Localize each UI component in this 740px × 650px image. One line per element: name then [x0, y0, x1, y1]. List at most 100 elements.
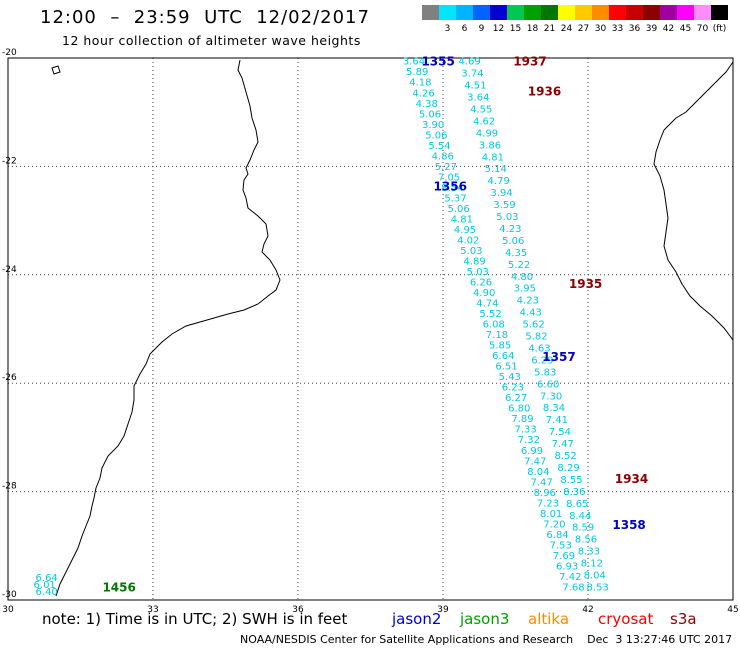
mission-altika: altika: [528, 610, 570, 628]
coastal-values: 6.646.016.40: [34, 573, 58, 598]
track-a-value: 7.23: [537, 498, 559, 509]
track-a-value: 4.86: [432, 151, 454, 162]
track-a-value: 7.33: [515, 425, 537, 436]
pass-time-label: 1456: [102, 580, 135, 594]
track-a-value: 8.96: [534, 488, 556, 499]
pass-time-label: 1937: [513, 55, 546, 69]
track-b-value: 5.14: [485, 164, 507, 175]
track-b-value: 5.83: [534, 367, 556, 378]
track-a-value: 5.06: [425, 130, 447, 141]
track-b-value: 8.34: [543, 403, 565, 414]
legend-swatch: [456, 5, 473, 20]
legend-swatch: [694, 5, 711, 20]
track-a-value: 7.42: [559, 572, 581, 583]
legend-label: 18: [526, 24, 539, 34]
track-b-value: 5.03: [496, 212, 518, 223]
track-a-value: 8.54: [441, 183, 463, 194]
track-b-value: 4.43: [520, 308, 542, 319]
track-b-value: 4.23: [499, 224, 521, 235]
track-b-value: 8.12: [581, 559, 603, 570]
lat-tick-label: -22: [2, 156, 17, 166]
track-a-value: 5.89: [406, 67, 428, 78]
track-a-value: 8.04: [527, 467, 549, 478]
pass-time-label: 1357: [542, 350, 575, 364]
legend-label: 39: [645, 24, 658, 34]
track-b-value: 4.35: [505, 248, 527, 259]
track-b-value: 4.99: [476, 128, 498, 139]
mission-cryosat: cryosat: [598, 610, 654, 628]
legend-label: 12: [492, 24, 505, 34]
axis-tick-labels: 30 33 36 39 42 45 -20 -22 -24 -26 -28 -30: [2, 48, 739, 615]
legend-label: 70: [696, 24, 709, 34]
legend-swatch: [626, 5, 643, 20]
lon-tick-label: 30: [2, 605, 14, 615]
track-a-value: 5.43: [499, 372, 521, 383]
track-b-value: 7.47: [552, 439, 574, 450]
lat-tick-label: -30: [2, 590, 17, 600]
track-a-value: 6.84: [546, 530, 568, 541]
legend-label: 6: [461, 24, 468, 34]
coastlines: [51, 59, 734, 597]
track-a-value: 6.23: [502, 383, 524, 394]
legend-label: 9: [478, 24, 485, 34]
track-b-value: 4.23: [517, 296, 539, 307]
track-a-value: 7.18: [486, 330, 508, 341]
coastal-value: 6.40: [36, 587, 58, 598]
legend-label: 33: [611, 24, 624, 34]
track-a-value: 5.03: [460, 246, 482, 257]
track-a-value: 7.89: [511, 414, 533, 425]
legend-swatch: [541, 5, 558, 20]
track-a-value: 4.74: [476, 299, 498, 310]
pass-time-label: 1936: [528, 85, 561, 99]
legend-swatch: [507, 5, 524, 20]
footer-note: note: 1) Time is in UTC; 2) SWH is in fe…: [42, 610, 348, 628]
track-a-value: 6.26: [470, 278, 492, 289]
track-a-value: 7.20: [543, 519, 565, 530]
track-a-value: 3.90: [422, 120, 444, 131]
legend-swatch: [524, 5, 541, 20]
track-a-value: 4.89: [463, 256, 485, 267]
legend-label: (ft): [712, 24, 727, 34]
lat-lon-grid: [8, 58, 733, 600]
coastal-value: 6.64: [36, 573, 58, 584]
lon-tick-label: 39: [437, 605, 449, 615]
track-b-value: 3.95: [514, 284, 536, 295]
chart-subtitle: 12 hour collection of altimeter wave hei…: [62, 33, 361, 48]
track-b-value: 7.41: [546, 415, 568, 426]
mission-jason3: jason3: [460, 610, 510, 628]
track-b-value: 8.04: [584, 571, 606, 582]
track-b-value: 8.59: [572, 523, 594, 534]
chart-title: 12:00 – 23:59 UTC 12/02/2017: [40, 7, 370, 28]
legend-label: 30: [594, 24, 607, 34]
map-frame: [7, 57, 734, 601]
legend-swatch: [677, 5, 694, 20]
track-b-value: 5.82: [525, 332, 547, 343]
track-a-value: 8.01: [540, 509, 562, 520]
legend-swatch: [558, 5, 575, 20]
legend-label: 3: [444, 24, 451, 34]
mission-jason2: jason2: [392, 610, 442, 628]
track-b-value: 3.64: [467, 93, 489, 104]
track-b-value: 6.60: [537, 379, 559, 390]
madagascar-coastline: [653, 61, 734, 341]
pass-time-label: 1358: [612, 518, 645, 532]
track-b-value: 6.29: [531, 355, 553, 366]
track-b-value: 8.56: [575, 535, 597, 546]
track-b-value: 8.55: [560, 475, 582, 486]
track-a-value: 4.95: [454, 225, 476, 236]
pass-labels: 1355 1937 1936 1356 1935 1357 1934 1358 1456: [102, 55, 648, 595]
legend-label: 27: [577, 24, 590, 34]
track-b-value: 4.62: [473, 116, 495, 127]
lon-tick-label: 45: [727, 605, 738, 615]
pass-time-label: 1356: [434, 179, 467, 193]
track-a-value: 6.08: [483, 320, 505, 331]
track-a-value: 5.03: [467, 267, 489, 278]
legend-swatch: [660, 5, 677, 20]
track-b-value: 7.54: [549, 427, 571, 438]
track-b-value: 3.74: [461, 69, 483, 80]
lat-tick-label: -24: [2, 265, 17, 275]
track-a-value: 6.51: [495, 362, 517, 373]
track-a-value: 4.18: [409, 78, 431, 89]
africa-coastline: [55, 59, 281, 597]
track-a-value: 4.26: [412, 88, 434, 99]
